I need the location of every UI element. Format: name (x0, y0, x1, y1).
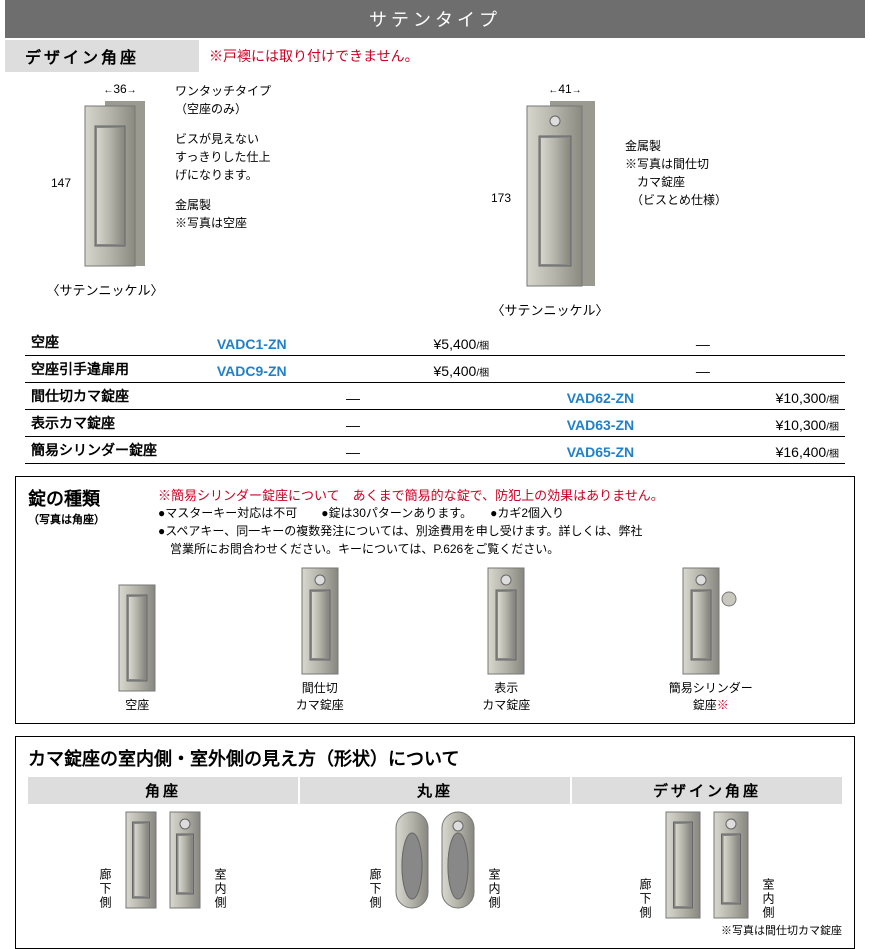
price-row: 簡易シリンダー錠座—VAD65-ZN¥16,400/梱 (25, 437, 845, 464)
desc-left: ワンタッチタイプ （空座のみ） ビスが見えない すっきりした仕上 げになります。… (165, 82, 271, 232)
dim-height-right: 173 (485, 96, 515, 296)
sub-bar: デザイン角座 ※戸襖には取り付けできません。 (5, 40, 865, 72)
shape-col: 丸座 廊下側 室内側 (300, 777, 570, 920)
product-right: ←41→ 173 〈サテンニッケル〉 金属製 ※写 (485, 82, 845, 319)
lock-types-box: 錠の種類 （写真は角座） ※簡易シリンダー錠座について あくまで簡易的な錠で、防… (15, 476, 855, 724)
product-area: ←36→ 147 〈サテンニッケル〉 ワンタッチタイプ （空座のみ） (5, 72, 865, 319)
shape-box: カマ錠座の室内側・室外側の見え方（形状）について 角座 廊下側 室内側 丸座 廊… (15, 736, 855, 949)
price-table: 空座VADC1-ZN¥5,400/梱—空座引手違扉用VADC9-ZN¥5,400… (25, 329, 845, 464)
lock-type-item: 表示 カマ錠座 (482, 566, 530, 713)
price-row: 空座引手違扉用VADC9-ZN¥5,400/梱— (25, 356, 845, 383)
sub-warning: ※戸襖には取り付けできません。 (209, 46, 419, 66)
desc-right: 金属製 ※写真は間仕切 カマ錠座 （ビスとめ仕様） (615, 82, 727, 209)
lockbox-notes: マスターキー対応は不可 錠は30パターンあります。 カギ2個入りスペアキー、同一… (158, 504, 842, 558)
sub-title: デザイン角座 (5, 40, 199, 72)
lock-type-item: 間仕切 カマ錠座 (296, 566, 344, 713)
price-row: 表示カマ錠座—VAD63-ZN¥10,300/梱 (25, 410, 845, 437)
caption-right: 〈サテンニッケル〉 (485, 300, 615, 319)
caption-left: 〈サテンニッケル〉 (45, 280, 165, 299)
dim-width-left: 36 (113, 82, 126, 96)
dim-width-right: 41 (558, 82, 571, 96)
lockbox-subtitle: （写真は角座） (28, 511, 158, 527)
handle-image-left (75, 96, 165, 276)
lockbox-warn: ※簡易シリンダー錠座について あくまで簡易的な錠で、防犯上の効果はありません。 (158, 485, 842, 504)
shape-note: ※写真は間仕切カマ錠座 (28, 922, 842, 938)
lock-type-item: 空座 (117, 583, 157, 713)
lockbox-title: 錠の種類 (28, 485, 158, 511)
handle-image-right (515, 96, 615, 296)
dim-height-left: 147 (45, 96, 75, 276)
shapebox-title: カマ錠座の室内側・室外側の見え方（形状）について (28, 745, 842, 771)
shape-col: 角座 廊下側 室内側 (28, 777, 298, 920)
product-left: ←36→ 147 〈サテンニッケル〉 ワンタッチタイプ （空座のみ） (45, 82, 485, 319)
title-bar: サテンタイプ (5, 0, 865, 38)
shape-col: デザイン角座 廊下側 室内側 (572, 777, 842, 920)
price-row: 間仕切カマ錠座—VAD62-ZN¥10,300/梱 (25, 383, 845, 410)
price-row: 空座VADC1-ZN¥5,400/梱— (25, 329, 845, 356)
lock-type-item: 簡易シリンダー 錠座※ (669, 566, 753, 713)
